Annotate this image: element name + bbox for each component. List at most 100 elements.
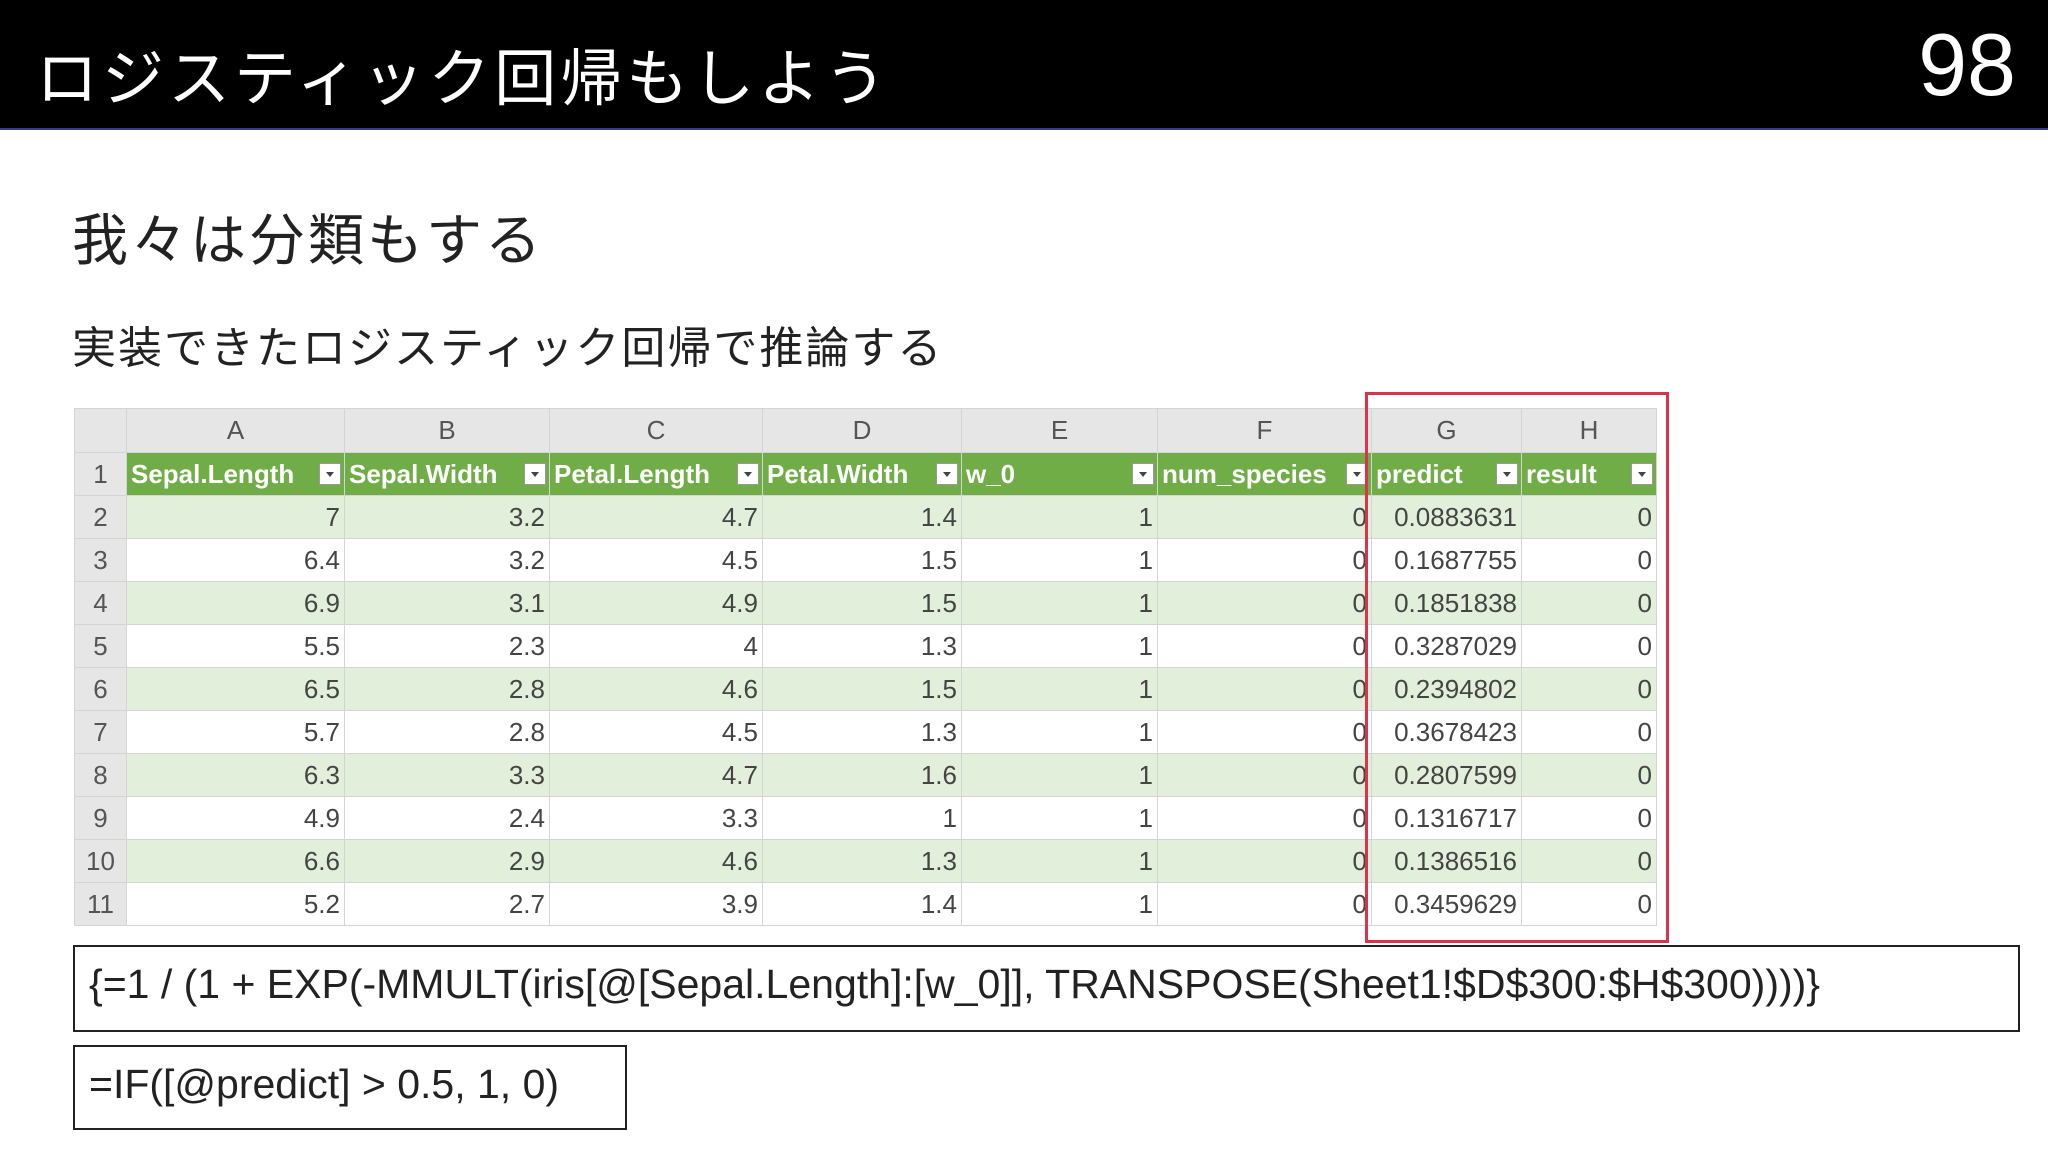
filter-button[interactable] [319,463,341,485]
cell: 4.5 [549,538,763,582]
cell: 1 [961,796,1158,840]
cell: 2.8 [344,710,550,754]
highlight-box [1365,392,1669,943]
row-number: 8 [74,753,127,797]
cell: 0.2394802 [1371,667,1522,711]
cell: 0 [1157,581,1372,625]
cell: 1 [961,882,1158,926]
cell: 1 [961,753,1158,797]
cell: 3.3 [549,796,763,840]
cell: 0 [1521,495,1657,539]
row-number: 4 [74,581,127,625]
cell: 3.2 [344,495,550,539]
filter-button[interactable] [1496,463,1518,485]
column-header: Petal.Width [762,452,962,496]
cell: 0 [1521,667,1657,711]
column-header: Sepal.Length [126,452,345,496]
cell: 1 [961,839,1158,883]
row-number: 1 [74,452,127,496]
spreadsheet: A B C D E F G H 1 Sepal.Length Sepal.Width Petal.Le… [74,408,1657,926]
cell: 0.1687755 [1371,538,1522,582]
data-row: 10 6.6 2.9 4.6 1.3 1 0 0.1386516 0 [74,839,1657,883]
row-number: 3 [74,538,127,582]
formula-box: {=1 / (1 + EXP(-MMULT(iris[@[Sepal.Lengt… [73,945,2020,1032]
cell: 6.6 [126,839,345,883]
cell: 2.8 [344,667,550,711]
cell: 1.6 [762,753,962,797]
slide-title: ロジスティック回帰もしよう [36,42,891,115]
cell: 0.2807599 [1371,753,1522,797]
cell: 0 [1521,624,1657,668]
cell: 1.3 [762,710,962,754]
cell: 0 [1157,882,1372,926]
row-number: 6 [74,667,127,711]
data-row: 5 5.5 2.3 4 1.3 1 0 0.3287029 0 [74,624,1657,668]
column-letter: F [1157,408,1372,453]
data-row: 4 6.9 3.1 4.9 1.5 1 0 0.1851838 0 [74,581,1657,625]
cell: 4.5 [549,710,763,754]
filter-button[interactable] [1631,463,1653,485]
header-row: 1 Sepal.Length Sepal.Width Petal.Length Peta… [74,452,1657,496]
data-row: 2 7 3.2 4.7 1.4 1 0 0.0883631 0 [74,495,1657,539]
cell: 4.7 [549,495,763,539]
cell: 0.3459629 [1371,882,1522,926]
cell: 0 [1521,796,1657,840]
column-header: w_0 [961,452,1158,496]
cell: 1 [961,538,1158,582]
cell: 2.4 [344,796,550,840]
page-number: 98 [1918,15,2016,114]
cell: 0 [1157,538,1372,582]
cell: 1 [961,710,1158,754]
cell: 1.3 [762,839,962,883]
cell: 7 [126,495,345,539]
cell: 4.9 [126,796,345,840]
column-letter: B [344,408,550,453]
filter-button[interactable] [936,463,958,485]
cell: 0.1316717 [1371,796,1522,840]
cell: 1.5 [762,581,962,625]
cell: 1 [762,796,962,840]
cell: 0.3287029 [1371,624,1522,668]
cell: 0.1851838 [1371,581,1522,625]
cell: 4.9 [549,581,763,625]
column-letter: E [961,408,1158,453]
formula-box: =IF([@predict] > 0.5, 1, 0) [73,1045,627,1130]
row-number: 10 [74,839,127,883]
cell: 0.1386516 [1371,839,1522,883]
column-header: num_species [1157,452,1372,496]
data-row: 3 6.4 3.2 4.5 1.5 1 0 0.1687755 0 [74,538,1657,582]
data-row: 11 5.2 2.7 3.9 1.4 1 0 0.3459629 0 [74,882,1657,926]
cell: 6.4 [126,538,345,582]
cell: 6.9 [126,581,345,625]
data-row: 9 4.9 2.4 3.3 1 1 0 0.1316717 0 [74,796,1657,840]
cell: 0 [1157,796,1372,840]
column-letter: G [1371,408,1522,453]
cell: 4.6 [549,667,763,711]
row-number: 9 [74,796,127,840]
column-header: Sepal.Width [344,452,550,496]
cell: 6.5 [126,667,345,711]
cell: 3.2 [344,538,550,582]
filter-button[interactable] [737,463,759,485]
data-row: 7 5.7 2.8 4.5 1.3 1 0 0.3678423 0 [74,710,1657,754]
cell: 3.3 [344,753,550,797]
data-row: 6 6.5 2.8 4.6 1.5 1 0 0.2394802 0 [74,667,1657,711]
filter-button[interactable] [524,463,546,485]
filter-button[interactable] [1132,463,1154,485]
cell: 0 [1521,882,1657,926]
row-number: 5 [74,624,127,668]
cell: 0 [1521,581,1657,625]
column-header: result [1521,452,1657,496]
cell: 2.7 [344,882,550,926]
column-letter: H [1521,408,1657,453]
row-number: 7 [74,710,127,754]
cell: 0 [1157,839,1372,883]
cell: 1 [961,624,1158,668]
cell: 6.3 [126,753,345,797]
cell: 3.9 [549,882,763,926]
cell: 1 [961,581,1158,625]
cell: 4 [549,624,763,668]
cell: 0.3678423 [1371,710,1522,754]
cell: 1.5 [762,538,962,582]
